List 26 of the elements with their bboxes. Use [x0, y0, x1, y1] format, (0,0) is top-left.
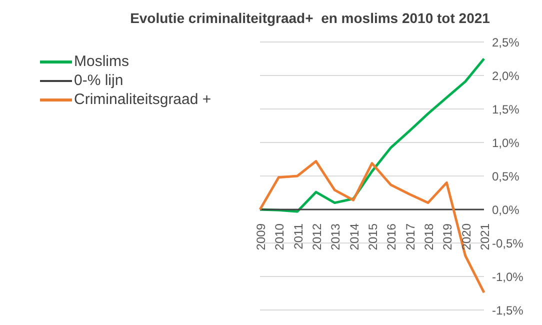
y-tick-label: 0,0% [492, 202, 520, 217]
x-tick-label: 2014 [347, 223, 362, 250]
y-tick-label: -1,0% [492, 270, 524, 284]
y-tick-label: 0,5% [492, 169, 520, 184]
legend-label: 0-% lijn [74, 72, 124, 89]
y-tick-label: -1,5% [492, 303, 524, 318]
x-tick-label: 2018 [422, 223, 436, 250]
legend-label: Moslims [74, 53, 129, 70]
x-tick-label: 2011 [291, 223, 306, 250]
x-tick-label: 2021 [478, 223, 492, 250]
x-tick-label: 2012 [310, 223, 324, 250]
x-tick-label: 2017 [403, 223, 418, 250]
x-tick-label: 2019 [440, 223, 455, 250]
x-tick-label: 2013 [328, 223, 343, 250]
x-tick-label: 2009 [254, 223, 268, 250]
x-tick-label: 2016 [384, 223, 399, 250]
x-tick-label: 2010 [272, 223, 287, 250]
y-tick-label: 2,0% [492, 68, 520, 83]
y-tick-label: 1,5% [492, 102, 520, 116]
y-tick-label: 2,5% [492, 35, 520, 50]
y-tick-label: 1,0% [492, 136, 520, 150]
chart-title: Evolutie criminaliteitgraad+ en moslims 2010 tot 2021 [129, 10, 491, 26]
legend-label: Criminaliteitsgraad + [74, 91, 212, 108]
x-tick-label: 2020 [459, 223, 474, 250]
x-tick-label: 2015 [366, 223, 380, 250]
y-tick-label: -0,5% [492, 236, 524, 250]
